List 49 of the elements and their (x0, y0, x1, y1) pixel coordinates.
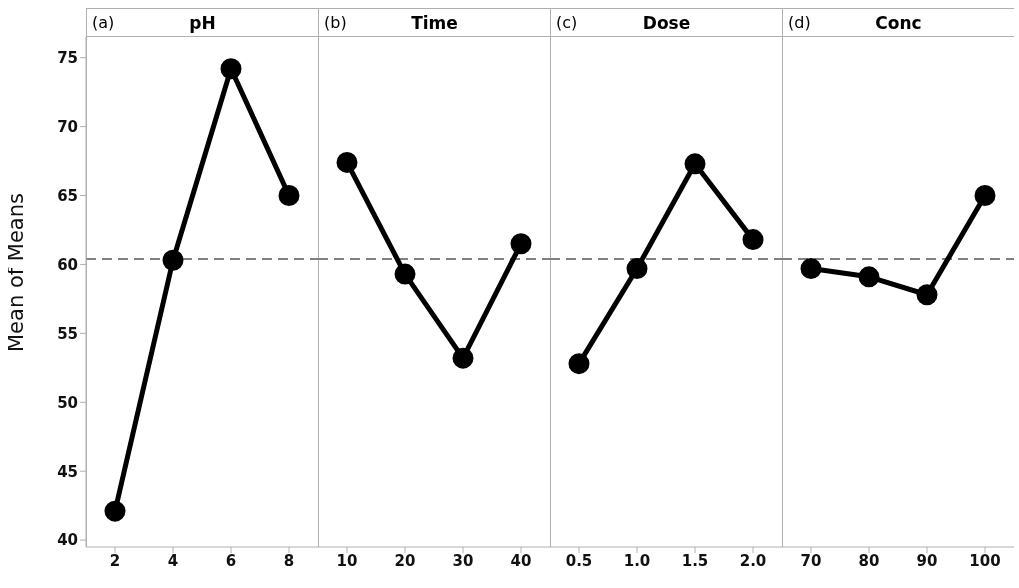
x-tick-label: 40 (510, 551, 532, 570)
x-tick-label: 2.0 (739, 551, 767, 570)
y-tick-label: 65 (57, 186, 78, 205)
point (858, 266, 880, 288)
x-tick-label: 30 (452, 551, 474, 570)
y-axis-title: Mean of Means (4, 193, 29, 352)
point (162, 249, 184, 271)
text: (d) (788, 13, 811, 32)
x-tick-label: 4 (167, 551, 179, 570)
chart-title: pH (189, 12, 216, 33)
point (278, 185, 300, 207)
point (104, 500, 126, 522)
chart-title: Conc (875, 12, 922, 33)
point (742, 229, 764, 251)
point (626, 258, 648, 280)
y-tick-label: 55 (57, 324, 78, 343)
point (452, 347, 474, 369)
x-tick-label: 1.5 (681, 551, 709, 570)
text: (b) (324, 13, 347, 32)
point (394, 263, 416, 285)
x-tick-label: 20 (394, 551, 416, 570)
x-tick-label: 8 (283, 551, 295, 570)
x-tick-label: 100 (969, 551, 1001, 570)
x-tick-label: 10 (336, 551, 358, 570)
x-tick-label: 0.5 (565, 551, 593, 570)
x-tick-label: 6 (225, 551, 237, 570)
point (800, 258, 822, 280)
x-tick-label: 90 (916, 551, 938, 570)
y-tick-label: 45 (57, 462, 78, 481)
x-tick-label: 1.0 (623, 551, 651, 570)
y-tick-label: 50 (57, 393, 78, 412)
x-tick-label: 70 (800, 551, 822, 570)
y-tick-label: 75 (57, 49, 78, 67)
text: (a) (92, 13, 115, 32)
point (916, 284, 938, 306)
chart-title: Dose (642, 12, 691, 33)
text: (c) (556, 13, 578, 32)
chart-title: Time (411, 12, 458, 33)
point (336, 151, 358, 173)
x-tick-label: 80 (858, 551, 880, 570)
point (220, 58, 242, 80)
y-tick-label: 60 (57, 255, 78, 274)
y-tick-label: 70 (57, 117, 78, 136)
point (684, 153, 706, 175)
point (510, 233, 532, 255)
x-tick-label: 2 (109, 551, 121, 570)
y-tick-label: 40 (57, 531, 78, 550)
point (974, 185, 996, 207)
point (568, 353, 590, 375)
